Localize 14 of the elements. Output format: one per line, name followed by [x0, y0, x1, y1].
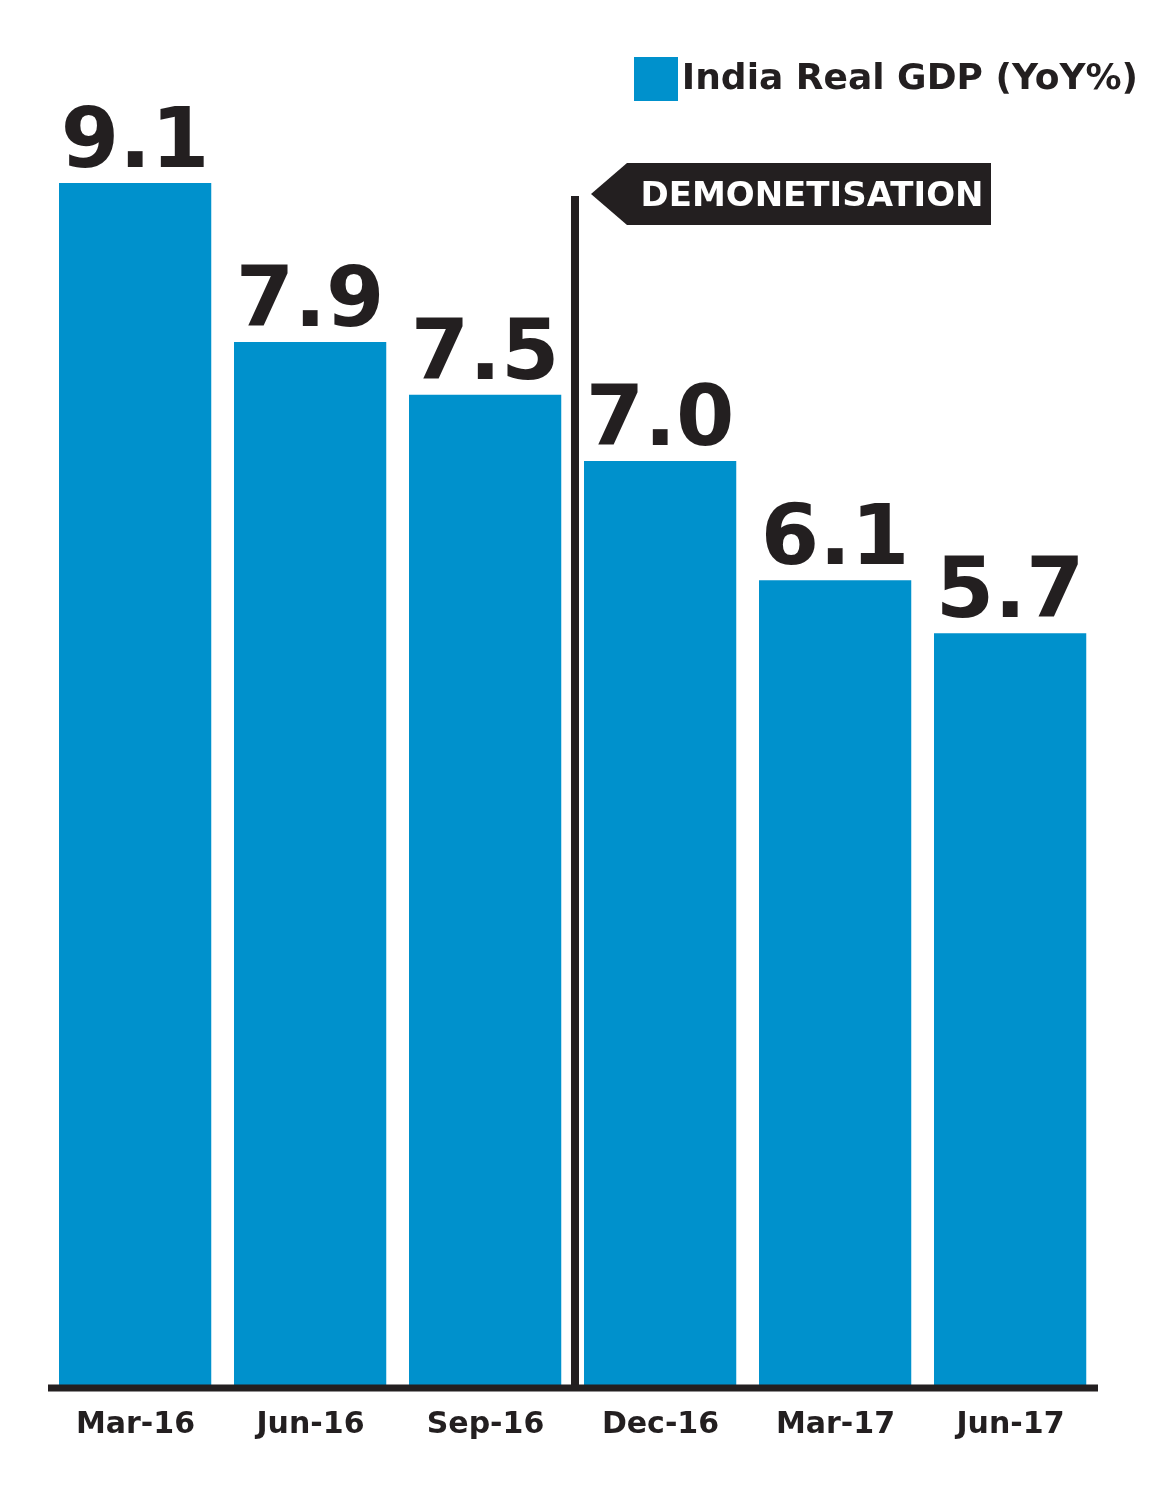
legend-label: India Real GDP (YoY%) — [681, 56, 1138, 97]
x-tick-label: Sep-16 — [426, 1405, 545, 1441]
x-tick-label: Jun-17 — [954, 1405, 1065, 1441]
data-label: 7.5 — [410, 300, 560, 399]
x-tick-label: Mar-16 — [75, 1405, 196, 1441]
x-tick-label: Dec-16 — [601, 1405, 720, 1441]
x-tick-label: Mar-17 — [775, 1405, 896, 1441]
data-label: 6.1 — [760, 486, 910, 585]
data-label: 5.7 — [935, 539, 1085, 638]
x-tick-label: Jun-16 — [254, 1405, 365, 1441]
data-label: 7.9 — [235, 247, 385, 346]
data-label: 9.1 — [60, 89, 210, 187]
data-label: 7.0 — [585, 367, 735, 466]
annotation: DEMONETISATION — [640, 174, 984, 214]
